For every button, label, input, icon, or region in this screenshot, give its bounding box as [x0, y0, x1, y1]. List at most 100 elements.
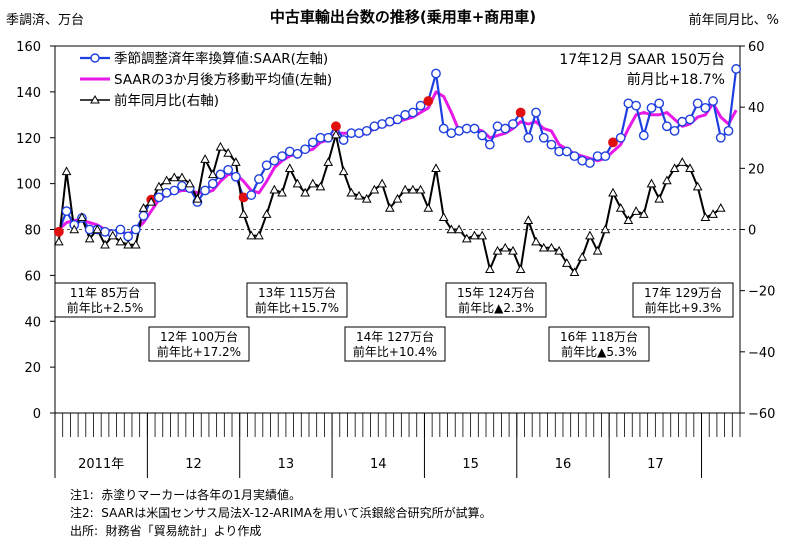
- saar-point: [154, 192, 164, 203]
- saar-point: [138, 210, 149, 221]
- yoy-point: [431, 163, 441, 173]
- yoy-point: [215, 141, 226, 151]
- yoy-point: [685, 163, 695, 173]
- yoy-point: [500, 242, 511, 252]
- saar-point: [546, 139, 557, 150]
- saar-point: [246, 190, 257, 200]
- yoy-point: [423, 203, 434, 212]
- yoy-point: [715, 203, 726, 212]
- yoy-point: [485, 264, 495, 273]
- annual-summary-volume: 17年 129万台: [644, 285, 722, 300]
- saar-point: [700, 103, 711, 113]
- year-label: 16: [555, 457, 572, 472]
- yoy-point: [69, 224, 80, 234]
- yoy-point: [223, 148, 234, 157]
- yoy-point: [84, 233, 95, 243]
- chart-svg: 中古車輸出台数の推移(乗用車+商用車) 季調済、万台 前年同月比、% 0 20 40 60 8…: [6, 8, 779, 478]
- legend-saar-marker: [90, 53, 100, 63]
- saar-point: [638, 130, 649, 141]
- yoy-point: [384, 203, 395, 212]
- saar-point: [207, 178, 218, 189]
- left-tick-label: 20: [24, 361, 41, 376]
- yoy-point: [561, 258, 572, 267]
- yoy-point: [100, 239, 110, 249]
- yoy-point: [677, 157, 688, 166]
- yoy-point: [523, 215, 534, 225]
- saar-point: [115, 224, 126, 235]
- year-label: 15: [462, 457, 479, 472]
- yoy-point: [53, 236, 64, 246]
- right-tick-label: 40: [748, 101, 765, 116]
- right-tick-label: −60: [748, 407, 775, 422]
- saar-point: [646, 103, 657, 113]
- left-tick-label: 100: [16, 178, 41, 193]
- saar-point: [538, 132, 549, 143]
- yoy-point: [554, 245, 564, 255]
- yoy-point: [538, 242, 549, 252]
- year-label: 17: [647, 457, 664, 472]
- saar-point: [631, 100, 641, 111]
- yoy-point: [323, 157, 334, 166]
- annual-summary-volume: 15年 124万台: [457, 285, 535, 300]
- left-tick-label: 120: [16, 132, 41, 147]
- saar-point: [415, 100, 426, 111]
- saar-point: [338, 135, 349, 145]
- right-axis-label: 前年同月比、%: [689, 12, 779, 28]
- saar-point: [431, 68, 441, 79]
- yoy-point: [600, 224, 611, 234]
- yoy-point: [292, 178, 303, 188]
- saar-january-point: [423, 96, 434, 106]
- source-note: 出所: 財務省「貿易統計」より作成: [70, 524, 262, 538]
- yoy-point: [207, 169, 218, 179]
- saar-point: [323, 132, 334, 143]
- year-label: 14: [370, 457, 387, 472]
- saar-point: [130, 224, 141, 235]
- saar-point: [731, 64, 742, 74]
- yoy-point: [631, 206, 641, 215]
- saar-point: [215, 169, 226, 180]
- yoy-point: [492, 245, 503, 255]
- saar-point: [669, 125, 680, 136]
- saar-point: [685, 114, 695, 125]
- year-label: 12: [185, 457, 202, 472]
- saar-point: [500, 123, 511, 134]
- yoy-point: [608, 187, 618, 197]
- year-label: 2011年: [78, 457, 124, 472]
- saar-january-point: [331, 121, 341, 132]
- latest-annotation-line2: 前月比+18.7%: [627, 71, 725, 88]
- yoy-point: [615, 203, 626, 212]
- yoy-point: [577, 251, 588, 261]
- annual-summary-box: [548, 326, 650, 362]
- yoy-point: [200, 154, 210, 163]
- saar-point: [200, 185, 210, 196]
- yoy-point: [146, 196, 157, 206]
- saar-january-point: [53, 226, 64, 237]
- saar-point: [169, 185, 180, 196]
- legend-yoy-marker: [90, 94, 100, 104]
- saar-point: [484, 139, 495, 150]
- annual-summary-change: 前年比▲2.3%: [458, 300, 534, 315]
- yoy-point: [338, 166, 349, 176]
- saar-point: [708, 96, 718, 106]
- yoy-point: [415, 184, 426, 194]
- left-tick-label: 0: [33, 407, 41, 422]
- yoy-point: [361, 193, 372, 203]
- yoy-point: [315, 181, 326, 191]
- yoy-point: [354, 190, 364, 200]
- yoy-point: [700, 212, 711, 221]
- saar-point: [615, 132, 626, 143]
- saar-point: [477, 130, 488, 141]
- annual-summary-change: 前年比+15.7%: [255, 300, 339, 315]
- left-tick-label: 80: [24, 224, 41, 239]
- saar-point: [654, 98, 665, 109]
- yoy-point: [623, 215, 634, 225]
- saar-point: [261, 160, 272, 171]
- right-tick-label: 60: [748, 40, 765, 55]
- saar-point: [392, 114, 403, 125]
- saar-point: [569, 151, 580, 162]
- annual-summary-change: 前年比+2.5%: [67, 300, 144, 315]
- yoy-point: [369, 184, 380, 194]
- yoy-point: [531, 236, 541, 246]
- yoy-point: [515, 264, 526, 273]
- legend-label: 季節調整済年率換算値:SAAR(左軸): [114, 50, 328, 67]
